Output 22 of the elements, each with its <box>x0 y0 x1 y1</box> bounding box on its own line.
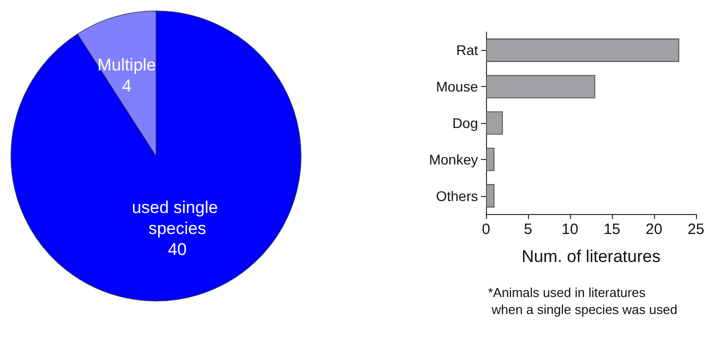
bar <box>486 148 494 172</box>
y-tick-label: Others <box>436 188 478 204</box>
x-tick-label: 15 <box>604 221 620 238</box>
slice-label: used single species <box>132 198 223 238</box>
y-tick-label: Dog <box>452 115 478 131</box>
x-tick-label: 5 <box>524 221 532 238</box>
slice-label: Multiple <box>97 56 156 75</box>
text: *Animals used in literatures when a single species was used <box>488 285 678 317</box>
x-tick-label: 20 <box>646 221 662 238</box>
x-axis-title: Num. of literatures <box>522 247 660 266</box>
y-tick-label: Mouse <box>436 78 478 95</box>
y-tick-label: Rat <box>456 42 478 58</box>
data-label: 4 <box>122 76 132 96</box>
bar <box>486 74 596 98</box>
x-tick-label: 0 <box>482 221 490 238</box>
data-label: 40 <box>168 240 187 259</box>
bar <box>486 184 494 208</box>
bar <box>486 111 503 135</box>
bar <box>486 38 680 62</box>
y-tick-label: Monkey <box>428 151 478 168</box>
x-tick-label: 25 <box>688 221 704 238</box>
x-tick-label: 10 <box>562 221 578 238</box>
